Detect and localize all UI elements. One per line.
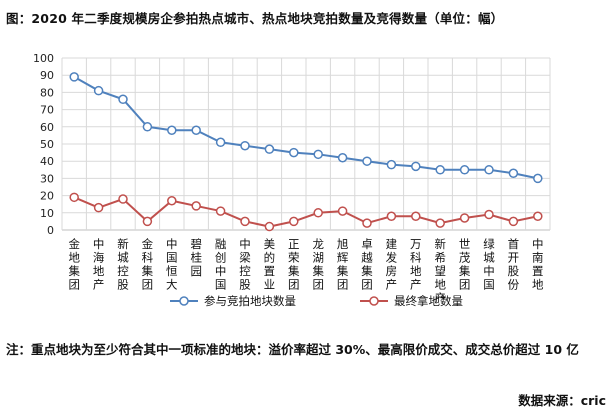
y-tick-label: 70 [40, 104, 54, 117]
data-point [508, 216, 519, 227]
legend-label: 参与竞拍地块数量 [204, 294, 296, 308]
x-tick-label: 金科集团 [142, 237, 154, 292]
data-point [411, 161, 421, 172]
x-tick-label: 中国恒大 [166, 237, 178, 292]
y-tick-label: 10 [40, 207, 54, 220]
y-tick-label: 30 [40, 172, 54, 185]
data-source: 数据来源：cric [518, 393, 606, 408]
data-point [191, 125, 201, 135]
y-tick-label: 20 [40, 190, 54, 203]
grid-lines [61, 57, 551, 231]
y-tick-label: 60 [40, 121, 54, 134]
legend: 参与竞拍地块数量 最终拿地数量 [170, 294, 463, 308]
data-point [93, 85, 104, 96]
y-tick-label: 100 [33, 52, 54, 65]
data-point [167, 125, 177, 135]
data-point [508, 168, 519, 178]
series-lines [69, 72, 543, 232]
data-point [435, 165, 445, 175]
x-tick-label: 旭辉集团 [337, 237, 349, 292]
chart-title: 图：2020 年二季度规模房企参拍热点城市、热点地块竞拍数量及竞得数量（单位：幅… [6, 11, 504, 26]
footnote: 注：重点地块为至少符合其中一项标准的地块：溢价率超过 30%、最高限价成交、成交… [6, 342, 579, 357]
data-point [69, 72, 79, 82]
x-tick-label: 卓越集团 [361, 237, 373, 292]
x-tick-label: 建发房产 [386, 237, 398, 292]
data-point [118, 94, 128, 105]
data-point [459, 165, 470, 175]
x-tick-label: 美的置业 [264, 237, 276, 292]
data-point [533, 173, 543, 184]
data-point [240, 216, 250, 227]
x-tick-label: 碧桂园 [190, 237, 202, 278]
data-point [484, 209, 494, 220]
legend-label: 最终拿地数量 [394, 294, 463, 308]
data-point [362, 218, 372, 228]
legend-swatch-marker [369, 296, 379, 306]
data-point [118, 194, 128, 204]
data-point [386, 211, 397, 221]
data-point [362, 156, 372, 166]
data-point [386, 159, 397, 170]
x-tick-label: 金地集团 [68, 237, 80, 292]
y-tick-label: 0 [47, 224, 54, 237]
data-point [337, 206, 348, 216]
x-tick-label: 万科地产 [410, 237, 422, 292]
data-point [69, 192, 79, 203]
y-tick-label: 80 [40, 86, 54, 99]
data-point [459, 213, 470, 223]
y-tick-label: 50 [40, 138, 54, 151]
data-point [93, 202, 104, 213]
data-point [215, 206, 226, 216]
data-point [337, 153, 348, 163]
data-point [264, 221, 275, 232]
data-point [142, 216, 153, 227]
x-tick-label: 绿城中国 [483, 237, 495, 292]
legend-swatch-marker [179, 296, 189, 306]
data-point [411, 211, 421, 221]
x-tick-label: 中海地产 [93, 237, 105, 292]
x-tick-label: 世茂集团 [459, 237, 471, 292]
x-tick-label: 新希望地产 [434, 237, 446, 305]
data-point [240, 140, 250, 151]
data-point [264, 144, 275, 154]
y-axis-ticks: 0 10 20 30 40 50 60 70 80 90 100 [33, 52, 54, 237]
data-point [215, 137, 226, 148]
data-point [533, 211, 543, 221]
x-tick-label: 首开股份 [508, 237, 520, 292]
y-tick-label: 90 [40, 69, 54, 82]
x-tick-label: 龙湖集团 [312, 237, 324, 292]
x-tick-label: 新城控股 [117, 237, 129, 292]
x-tick-label: 正荣集团 [288, 237, 300, 292]
y-tick-label: 40 [40, 155, 54, 168]
data-point [191, 201, 201, 211]
data-point [167, 196, 177, 206]
data-point [435, 218, 445, 228]
data-point [289, 147, 299, 158]
data-point [313, 149, 323, 160]
x-tick-label: 中南置地 [532, 237, 544, 292]
data-point [313, 208, 323, 218]
x-tick-label: 融创中国 [215, 237, 227, 292]
data-point [142, 122, 153, 132]
x-tick-label: 中梁控股 [239, 237, 251, 292]
data-point [289, 216, 299, 227]
data-point [484, 165, 494, 175]
